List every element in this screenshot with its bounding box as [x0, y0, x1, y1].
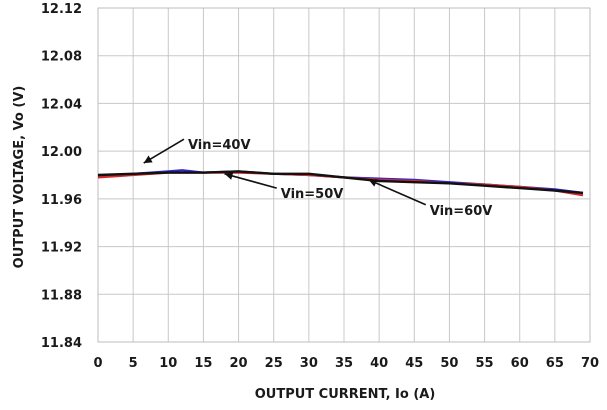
annotation-label: Vin=60V — [430, 204, 493, 219]
x-tick-label: 60 — [511, 356, 529, 371]
x-tick-label: 5 — [129, 356, 138, 371]
y-tick-label: 12.12 — [41, 2, 82, 17]
series-line-vin-60v — [97, 170, 584, 195]
annotation-arrow-line — [224, 173, 277, 189]
annotation-arrow-head — [143, 155, 153, 164]
x-tick-label: 20 — [230, 356, 248, 371]
annotations: Vin=40V Vin=50V Vin=60V — [143, 138, 493, 219]
x-tick-label: 25 — [265, 356, 283, 371]
x-tick-label: 65 — [546, 356, 564, 371]
x-axis-title: OUTPUT CURRENT, Io (A) — [255, 387, 436, 402]
y-tick-labels: 11.84 11.88 11.92 11.96 12.00 12.04 12.08 12.12 — [41, 2, 82, 351]
y-tick-label: 12.04 — [41, 97, 82, 112]
x-tick-label: 35 — [335, 356, 353, 371]
series-lines — [97, 169, 584, 197]
x-tick-label: 55 — [476, 356, 494, 371]
x-tick-label: 70 — [581, 356, 599, 371]
y-tick-label: 11.96 — [41, 193, 82, 208]
x-tick-label: 0 — [93, 356, 102, 371]
x-tick-label: 40 — [370, 356, 388, 371]
annotation-arrow-head — [224, 172, 234, 180]
x-tick-label: 30 — [300, 356, 318, 371]
y-tick-label: 11.88 — [41, 288, 82, 303]
x-tick-labels: 0 5 10 15 20 25 30 35 40 45 50 55 60 65 70 — [93, 356, 599, 371]
y-tick-label: 12.00 — [41, 145, 82, 160]
y-tick-label: 11.84 — [41, 336, 82, 351]
y-tick-label: 11.92 — [41, 241, 82, 256]
y-axis-title: OUTPUT VOLTAGE, Vo (V) — [12, 86, 27, 269]
x-tick-label: 50 — [440, 356, 458, 371]
annotation-arrow-line — [368, 179, 427, 206]
x-tick-label: 10 — [159, 356, 177, 371]
annotation-label: Vin=50V — [281, 187, 344, 202]
x-tick-label: 45 — [405, 356, 423, 371]
x-tick-label: 15 — [194, 356, 212, 371]
annotation-arrow-head — [368, 179, 378, 187]
annotation-label: Vin=40V — [188, 138, 251, 153]
y-tick-label: 12.08 — [41, 50, 82, 65]
